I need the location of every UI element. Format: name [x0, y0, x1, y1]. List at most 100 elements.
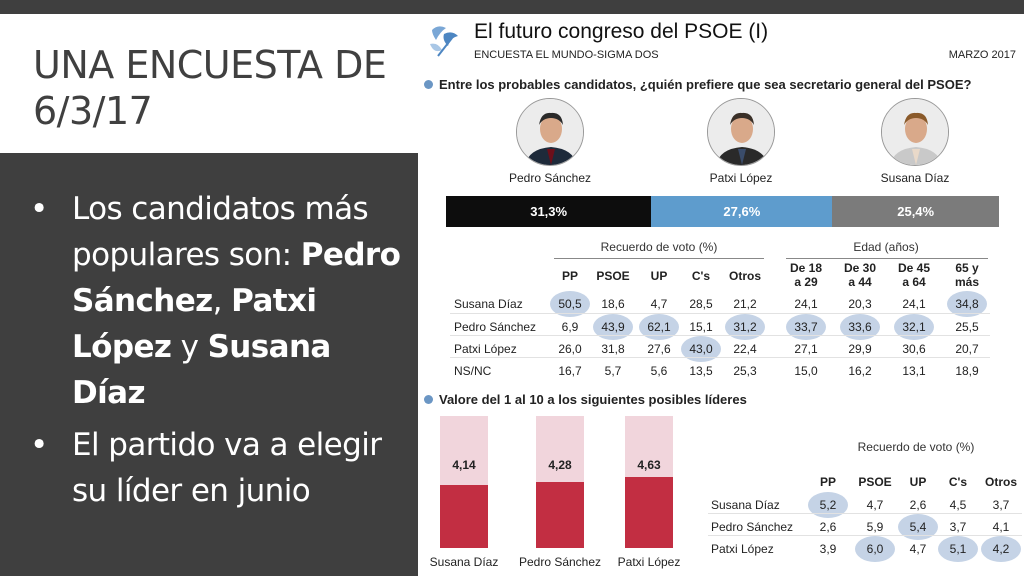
rating-bar-fill — [440, 484, 488, 548]
table-cell: 27,6 — [647, 342, 671, 356]
bullet-list: Los candidatos más populares son: Pedro … — [30, 186, 410, 514]
table-header-cell: PP — [561, 269, 578, 283]
table-cell: 4,1 — [992, 520, 1010, 534]
table-cell: 25,5 — [955, 320, 979, 334]
table-row-separator — [708, 513, 1022, 514]
table-cell: 3,7 — [949, 520, 967, 534]
candidate-name-bold: Patxi López — [72, 283, 317, 365]
rating-bar-label: Pedro Sánchez — [518, 555, 602, 569]
table-cell: 6,9 — [561, 320, 579, 334]
table-header-cell: 65 y más — [954, 261, 980, 289]
rating-bar-value: 4,63 — [637, 458, 661, 472]
person-portrait-icon — [517, 99, 583, 165]
table-row-label: NS/NC — [454, 364, 492, 378]
table-cell: 22,4 — [733, 342, 757, 356]
table-cell: 5,7 — [604, 364, 622, 378]
table-row-label: Patxi López — [711, 542, 774, 556]
rating-bar-value: 4,14 — [452, 458, 476, 472]
person-portrait-icon — [882, 99, 948, 165]
table-cell: 5,1 — [938, 536, 978, 562]
slide-title-box: UNA ENCUESTA DE 6/3/17 — [0, 14, 418, 153]
candidate-name-bold: Pedro Sánchez — [72, 237, 401, 319]
table-cell: 13,1 — [902, 364, 926, 378]
rose-logo-icon — [430, 26, 458, 57]
table-cell: 15,1 — [689, 320, 713, 334]
table-cell: 24,1 — [794, 297, 818, 311]
candidate-name: Susana Díaz — [880, 171, 950, 185]
table-header-cell: Otros — [984, 475, 1017, 489]
table-cell: 2,6 — [909, 498, 927, 512]
table-header-cell: De 30 a 44 — [843, 261, 877, 289]
table-row-label: Susana Díaz — [454, 297, 523, 311]
slide-title: UNA ENCUESTA DE 6/3/17 — [33, 43, 387, 133]
question-2-text: Valore del 1 al 10 a los siguientes posi… — [439, 392, 747, 407]
table-cell: 15,0 — [794, 364, 818, 378]
table-group-header: Recuerdo de voto (%) — [600, 240, 718, 254]
table-row-separator — [450, 335, 990, 336]
rating-bar-fill — [536, 482, 584, 548]
table-cell: 30,6 — [902, 342, 926, 356]
table-header-cell: De 18 a 29 — [789, 261, 823, 289]
table-row-separator — [708, 535, 1022, 536]
table-cell: 29,9 — [848, 342, 872, 356]
table-header-cell: PSOE — [858, 475, 892, 489]
candidate-name-bold: Susana Díaz — [72, 329, 331, 411]
table-cell: 13,5 — [689, 364, 713, 378]
table-cell: 4,7 — [866, 498, 884, 512]
table-cell: 4,2 — [981, 536, 1021, 562]
table-cell: 28,5 — [689, 297, 713, 311]
table-cell: 4,7 — [909, 542, 927, 556]
candidate-name: Patxi López — [709, 171, 773, 185]
bullet-election: El partido va a elegir su líder en junio — [30, 422, 410, 514]
question-2: Valore del 1 al 10 a los siguientes posi… — [424, 392, 747, 407]
table-row-label: Pedro Sánchez — [711, 520, 794, 534]
table-cell: 16,7 — [558, 364, 582, 378]
table-cell: 25,3 — [733, 364, 757, 378]
bullet-candidates: Los candidatos más populares son: Pedro … — [30, 186, 410, 416]
table-header-cell: Otros — [728, 269, 761, 283]
table-cell: 18,9 — [955, 364, 979, 378]
bullet-text: , — [212, 283, 232, 319]
question-1: Entre los probables candidatos, ¿quién p… — [424, 77, 971, 92]
table-group-rule — [786, 258, 988, 259]
table-cell: 16,2 — [848, 364, 872, 378]
table-header-cell: C's — [948, 475, 968, 489]
person-portrait-icon — [708, 99, 774, 165]
table-cell: 3,7 — [992, 498, 1010, 512]
rating-bar-label: Susana Díaz — [429, 555, 499, 569]
candidate-portrait — [516, 98, 584, 166]
table-cell: 6,0 — [855, 536, 895, 562]
table-cell: 34,8 — [947, 291, 987, 317]
bullet-text: y — [171, 329, 208, 365]
preference-bar-segment: 27,6% — [651, 196, 833, 227]
table-cell: 24,1 — [902, 297, 926, 311]
table-group-rule — [554, 258, 764, 259]
table-cell: 5,6 — [650, 364, 668, 378]
bullet-dot-icon — [424, 80, 433, 89]
infographic-title: El futuro congreso del PSOE (I) — [474, 20, 769, 43]
preference-bar-segment: 25,4% — [832, 196, 999, 227]
table-group-header: Recuerdo de voto (%) — [857, 440, 975, 454]
table-cell: 3,9 — [819, 542, 837, 556]
table-cell: 18,6 — [601, 297, 625, 311]
candidate-portrait — [707, 98, 775, 166]
table-cell: 5,9 — [866, 520, 884, 534]
bullet-text: El partido va a elegir su líder en junio — [72, 427, 382, 509]
table-row-separator — [450, 357, 990, 358]
table-header-cell: PSOE — [596, 269, 630, 283]
table-cell: 20,3 — [848, 297, 872, 311]
table-cell: 2,6 — [819, 520, 837, 534]
top-bar — [0, 0, 1024, 14]
candidate-name: Pedro Sánchez — [508, 171, 592, 185]
table-cell: 4,5 — [949, 498, 967, 512]
table-cell: 20,7 — [955, 342, 979, 356]
bullet-text: Los candidatos más populares son: — [72, 191, 369, 273]
table-row-label: Patxi López — [454, 342, 517, 356]
rating-bar-fill — [625, 477, 673, 548]
table-group-header: Edad (años) — [853, 240, 919, 254]
table-row-separator — [450, 313, 990, 314]
table-header-cell: PP — [819, 475, 836, 489]
table-header-cell: De 45 a 64 — [897, 261, 931, 289]
table-row-label: Susana Díaz — [711, 498, 780, 512]
